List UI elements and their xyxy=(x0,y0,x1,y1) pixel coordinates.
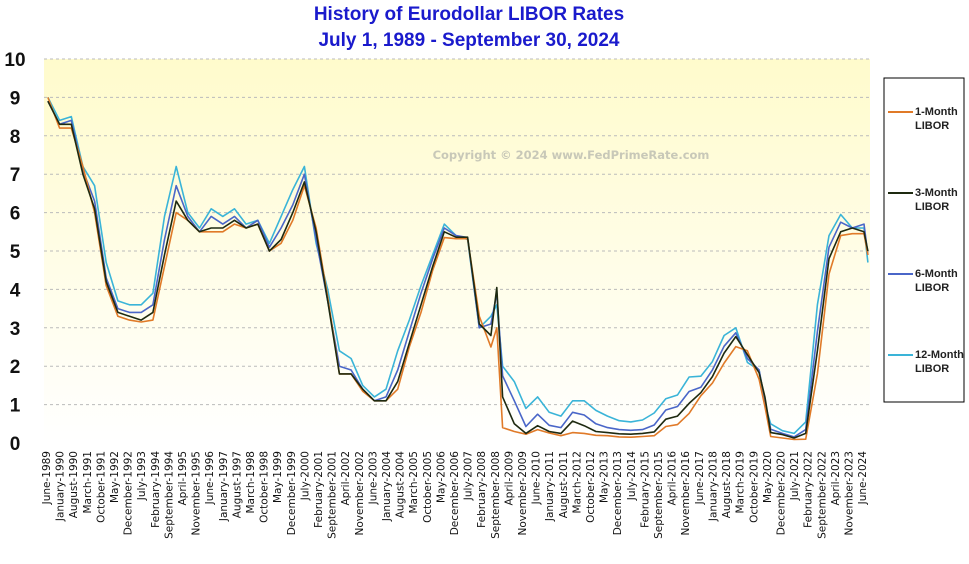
legend-label: LIBOR xyxy=(915,282,949,294)
x-tick-label: November-1995 xyxy=(191,451,203,535)
x-tick-label: January-2004 xyxy=(381,451,393,522)
x-tick-label: March-1998 xyxy=(245,451,257,514)
x-tick-label: December-1992 xyxy=(123,451,135,535)
series-lines xyxy=(47,97,869,441)
x-tick-label: August-2011 xyxy=(558,451,570,518)
x-tick-label: June-1989 xyxy=(41,451,53,505)
x-tick-label: January-1997 xyxy=(218,451,230,522)
legend-label: LIBOR xyxy=(915,120,949,132)
x-tick-label: April-2009 xyxy=(503,451,515,506)
y-axis: 0 1 2 3 4 5 6 7 8 9 10 xyxy=(4,50,25,455)
series-line-3-month-libor xyxy=(47,100,869,439)
x-tick-label: July-1993 xyxy=(136,451,148,501)
x-tick-label: December-2020 xyxy=(775,451,787,535)
legend-label: 6-Month xyxy=(915,268,958,280)
x-tick-label: July-2007 xyxy=(463,451,475,501)
y-tick-label: 7 xyxy=(10,165,21,186)
x-tick-label: January-2018 xyxy=(707,451,719,522)
y-tick-label: 10 xyxy=(4,50,25,71)
x-tick-label: October-1991 xyxy=(95,451,107,523)
x-tick-label: October-1998 xyxy=(259,451,271,523)
x-tick-label: September-2022 xyxy=(816,451,828,539)
x-tick-label: August-2004 xyxy=(395,451,407,519)
y-tick-label: 1 xyxy=(10,396,21,417)
x-tick-label: July-2014 xyxy=(626,451,638,502)
x-tick-label: July-2021 xyxy=(789,451,801,501)
legend-label: LIBOR xyxy=(915,363,949,375)
x-tick-label: March-2012 xyxy=(571,451,583,514)
x-tick-label: June-1996 xyxy=(204,451,216,506)
y-tick-label: 3 xyxy=(10,319,21,340)
x-tick-label: April-2016 xyxy=(667,451,679,506)
legend: 1-Month LIBOR 3-Month LIBOR 6-Month LIBOR 12-M… xyxy=(888,106,964,375)
x-tick-label: November-2016 xyxy=(680,451,692,536)
legend-label: 3-Month xyxy=(915,187,958,199)
y-tick-label: 4 xyxy=(10,280,21,301)
x-tick-label: February-2022 xyxy=(803,451,815,528)
x-tick-label: August-1997 xyxy=(231,451,243,518)
x-tick-label: February-2015 xyxy=(639,451,651,528)
x-tick-label: April-2002 xyxy=(340,451,352,506)
x-tick-label: November-2009 xyxy=(517,451,529,535)
x-tick-label: December-2013 xyxy=(612,451,624,535)
x-tick-label: October-2019 xyxy=(748,451,760,523)
chart-title: History of Eurodollar LIBOR Rates xyxy=(314,4,624,25)
x-tick-label: August-2018 xyxy=(721,451,733,518)
x-tick-label: January-2011 xyxy=(544,451,556,522)
x-tick-label: March-2005 xyxy=(408,451,420,514)
x-tick-label: June-2017 xyxy=(694,451,706,505)
x-tick-label: October-2012 xyxy=(585,451,597,523)
x-tick-label: September-2001 xyxy=(327,451,339,539)
y-tick-label: 6 xyxy=(10,204,21,225)
x-tick-label: May-2020 xyxy=(762,451,774,503)
x-tick-label: April-2023 xyxy=(830,451,842,506)
x-tick-label: May-1999 xyxy=(272,451,284,503)
plot-area xyxy=(44,59,870,443)
x-tick-label: September-2008 xyxy=(490,451,502,539)
x-tick-label: December-1999 xyxy=(286,451,298,535)
y-tick-label: 0 xyxy=(10,434,21,455)
x-tick-label: June-2003 xyxy=(367,451,379,505)
x-tick-label: December-2006 xyxy=(449,451,461,536)
x-tick-label: June-2024 xyxy=(857,451,869,506)
x-tick-label: March-1991 xyxy=(82,451,94,514)
y-tick-label: 2 xyxy=(10,357,21,378)
x-tick-label: November-2023 xyxy=(843,451,855,535)
x-tick-label: August-1990 xyxy=(68,451,80,518)
x-tick-label: March-2019 xyxy=(735,451,747,514)
x-tick-label: July-2000 xyxy=(299,451,311,501)
legend-box xyxy=(883,77,965,403)
x-tick-label: February-2001 xyxy=(313,451,325,528)
x-tick-label: October-2005 xyxy=(422,451,434,523)
x-tick-label: February-1994 xyxy=(150,451,162,528)
x-tick-label: May-2006 xyxy=(435,451,447,503)
x-axis: June-1989 January-1990 August-1990 March-19… xyxy=(41,451,869,539)
x-tick-label: May-1992 xyxy=(109,451,121,503)
y-tick-label: 9 xyxy=(10,88,21,109)
x-tick-label: September-2015 xyxy=(653,451,665,539)
chart-subtitle: July 1, 1989 - September 30, 2024 xyxy=(318,30,619,51)
copyright-watermark: Copyright © 2024 www.FedPrimeRate.com xyxy=(433,148,710,162)
x-tick-label: June-2010 xyxy=(531,451,543,505)
y-tick-label: 5 xyxy=(10,242,21,263)
x-tick-label: May-2013 xyxy=(599,451,611,503)
x-tick-label: February-2008 xyxy=(476,451,488,528)
legend-label: 1-Month xyxy=(915,106,958,118)
y-tick-label: 8 xyxy=(10,127,21,148)
legend-label: LIBOR xyxy=(915,201,949,213)
x-tick-label: September-1994 xyxy=(163,451,175,539)
x-tick-label: November-2002 xyxy=(354,451,366,535)
legend-label: 12-Month xyxy=(915,349,964,361)
x-tick-label: April-1995 xyxy=(177,451,189,506)
x-tick-label: January-1990 xyxy=(55,451,67,522)
